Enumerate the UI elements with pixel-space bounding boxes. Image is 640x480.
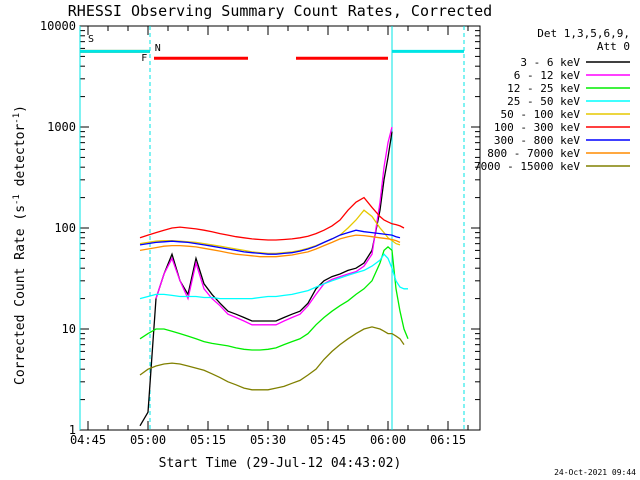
plot-area: 1 10 100 1000 10000 04:45 05:00 05:15 05:30 05:45…: [40, 19, 481, 447]
legend-header-line-1: Det 1,3,5,6,9,: [537, 27, 630, 40]
x-axis-label: Start Time (29-Jul-12 04:43:02): [159, 456, 402, 471]
legend-label: 100 - 300 keV: [494, 121, 580, 134]
y-tick-label: 10000: [40, 19, 76, 33]
y-axis-label-sup-1: -1: [12, 194, 22, 205]
svg-text:Corrected Count Rate (s-1 dete: Corrected Count Rate (s-1 detector-1): [12, 105, 28, 385]
y-tick-label: 10: [62, 322, 76, 336]
y-axis-label-part-2: detector: [13, 124, 28, 195]
footer-date: 24-Oct-2021 09:44: [554, 468, 636, 477]
y-tick-label: 1000: [47, 120, 76, 134]
flag-label: S: [88, 34, 94, 45]
x-tick-label: 04:45: [70, 433, 106, 447]
y-axis-label-part-3: ): [13, 105, 28, 113]
y-axis-label: Corrected Count Rate (s-1 detector-1): [12, 105, 28, 385]
x-tick-label: 06:00: [370, 433, 406, 447]
legend-label: 6 - 12 keV: [514, 69, 581, 82]
legend-header-line-2: Att 0: [597, 40, 630, 53]
series-line: [139, 234, 401, 258]
x-tick-label: 05:30: [250, 433, 286, 447]
series-line: [139, 196, 405, 241]
y-tick-label: 100: [54, 221, 76, 235]
series-line: [139, 253, 408, 300]
x-tick-label: 05:15: [190, 433, 226, 447]
legend-label: 7000 - 15000 keV: [474, 160, 580, 173]
legend-label: 12 - 25 keV: [507, 82, 580, 95]
chart-title: RHESSI Observing Summary Count Rates, Co…: [68, 2, 492, 20]
flag-label: F: [141, 53, 147, 64]
x-tick-label: 05:00: [130, 433, 166, 447]
legend-label: 800 - 7000 keV: [487, 147, 580, 160]
series-line: [139, 131, 393, 427]
y-axis-label-sup-2: -1: [12, 113, 22, 124]
series-line: [139, 229, 401, 255]
legend-label: 3 - 6 keV: [520, 56, 580, 69]
legend-label: 300 - 800 keV: [494, 134, 580, 147]
series-line: [155, 126, 393, 326]
series-line: [139, 246, 409, 351]
x-tick-label: 06:15: [430, 433, 466, 447]
series-line: [139, 326, 405, 391]
legend-label: 25 - 50 keV: [507, 95, 580, 108]
y-axis-label-part-1: Corrected Count Rate (s: [13, 205, 28, 385]
legend-label: 50 - 100 keV: [501, 108, 581, 121]
y-tick-label: 1: [69, 423, 76, 437]
flag-label: N: [155, 43, 161, 54]
x-tick-label: 05:45: [310, 433, 346, 447]
